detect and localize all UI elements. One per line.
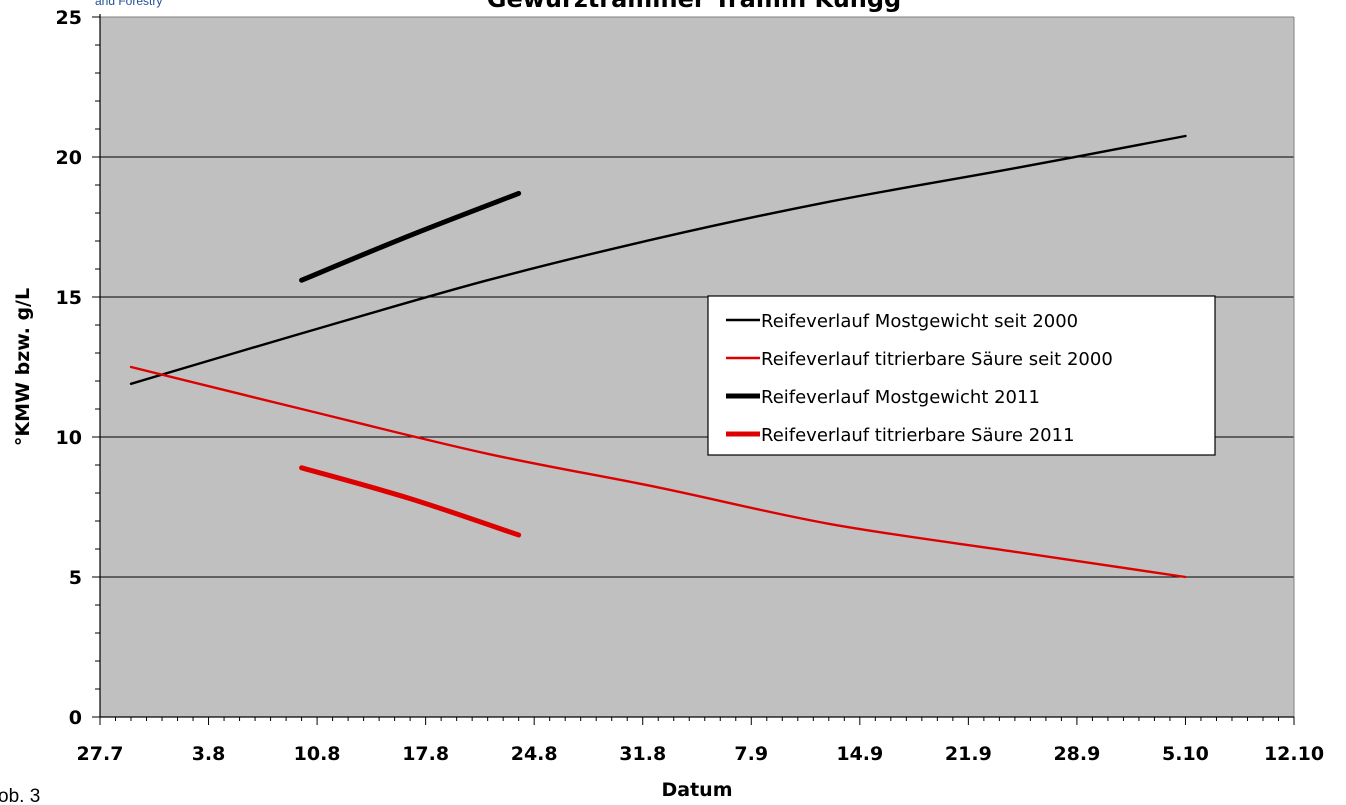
- x-axis: 27.7 3.8 10.8 17.8 24.8 31.8 7.9 14.9 21.9 28.9 5.…: [77, 716, 1324, 765]
- x-tick-label: 17.8: [402, 743, 449, 765]
- series-line-4: [299, 465, 522, 538]
- y-tick-label: 25: [56, 7, 82, 29]
- y-tick-label: 20: [56, 147, 82, 169]
- series-line-3: [299, 190, 522, 283]
- legend: Reifeverlauf Mostgewicht seit 2000 Reifev…: [707, 295, 1216, 456]
- x-tick-label: 7.9: [734, 743, 768, 765]
- x-tick-label: 27.7: [77, 743, 124, 765]
- legend-label: Reifeverlauf Mostgewicht seit 2000: [761, 311, 1078, 332]
- series-line-2: [129, 365, 1187, 579]
- y-tick-label: 0: [69, 707, 82, 729]
- series-line-1: [129, 134, 1187, 385]
- footnote-text: ob. 3: [0, 786, 40, 805]
- x-tick-label: 3.8: [192, 743, 226, 765]
- legend-label: Reifeverlauf Mostgewicht 2011: [761, 387, 1040, 408]
- x-tick-label: 10.8: [294, 743, 341, 765]
- legend-box: [707, 295, 1216, 456]
- x-tick-label: 24.8: [511, 743, 558, 765]
- gridlines: [100, 16, 1295, 717]
- x-tick-label: 14.9: [836, 743, 883, 765]
- legend-label: Reifeverlauf titrierbare Säure 2011: [761, 425, 1075, 446]
- y-tick-label: 5: [69, 567, 82, 589]
- x-tick-label: 31.8: [619, 743, 666, 765]
- chart-title: Gewürztraminer Tramin Kungg: [487, 0, 901, 13]
- x-tick-label: 12.10: [1264, 743, 1324, 765]
- x-tick-label: 28.9: [1053, 743, 1100, 765]
- logo-text: and Forestry: [95, 0, 162, 8]
- x-axis-title: Datum: [662, 779, 733, 801]
- x-tick-label: 21.9: [945, 743, 992, 765]
- series-layer: [129, 134, 1187, 579]
- y-tick-label: 15: [56, 287, 82, 309]
- legend-label: Reifeverlauf titrierbare Säure seit 2000: [761, 349, 1113, 370]
- y-axis-title: °KMW bzw. g/L: [12, 288, 34, 446]
- y-axis: 0 5 10 15 20 25: [56, 7, 101, 729]
- x-tick-label: 5.10: [1162, 743, 1209, 765]
- y-tick-label: 10: [56, 427, 82, 449]
